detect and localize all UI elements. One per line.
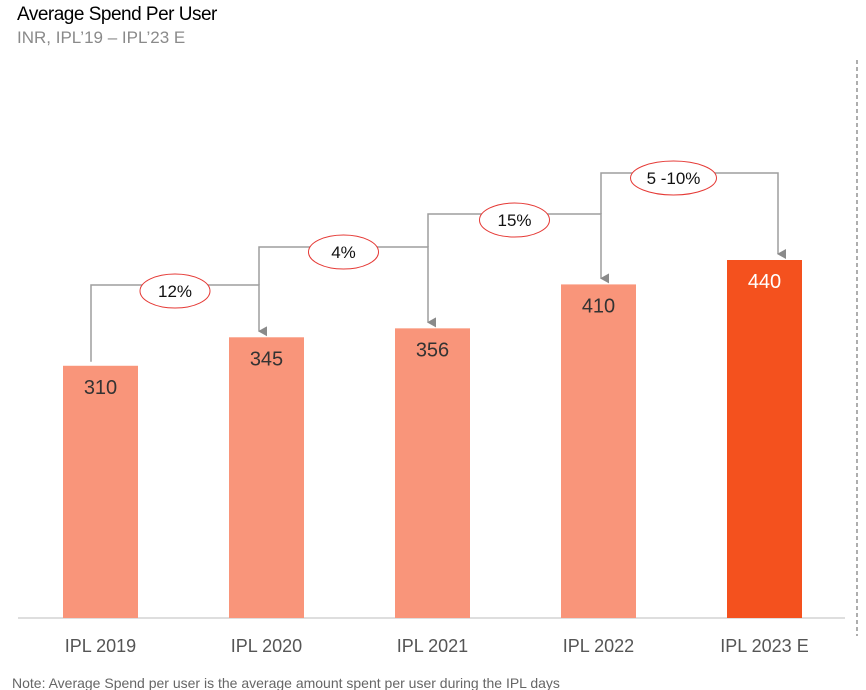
growth-label: 15%: [497, 211, 531, 230]
data-label: 440: [748, 271, 781, 293]
x-tick-label: IPL 2023 E: [720, 636, 808, 656]
growth-label: 4%: [331, 243, 356, 262]
data-label: 410: [582, 295, 615, 317]
x-tick-label: IPL 2022: [563, 636, 634, 656]
data-label: 310: [84, 377, 117, 399]
growth-ellipse: [308, 234, 379, 270]
data-label: 356: [416, 339, 449, 361]
bar-ipl-2019: [63, 365, 138, 618]
bar-ipl-2020: [229, 337, 304, 618]
growth-ellipse: [139, 273, 211, 309]
growth-ellipse: [630, 160, 717, 196]
x-tick-label: IPL 2020: [231, 636, 302, 656]
growth-ellipse: [479, 202, 550, 238]
growth-label: 12%: [158, 282, 192, 301]
chart-subtitle: INR, IPL’19 – IPL’23 E: [17, 28, 186, 47]
growth-label: 5 -10%: [647, 169, 701, 188]
chart-note: Note: Average Spend per user is the aver…: [12, 675, 560, 690]
bar-ipl-2022: [561, 284, 636, 618]
chart-title: Average Spend Per User: [17, 4, 217, 25]
data-label: 345: [250, 348, 283, 370]
bar-ipl-2021: [395, 328, 470, 618]
bar-ipl-2023-e: [727, 260, 802, 618]
x-tick-label: IPL 2021: [397, 636, 468, 656]
x-tick-label: IPL 2019: [65, 636, 136, 656]
